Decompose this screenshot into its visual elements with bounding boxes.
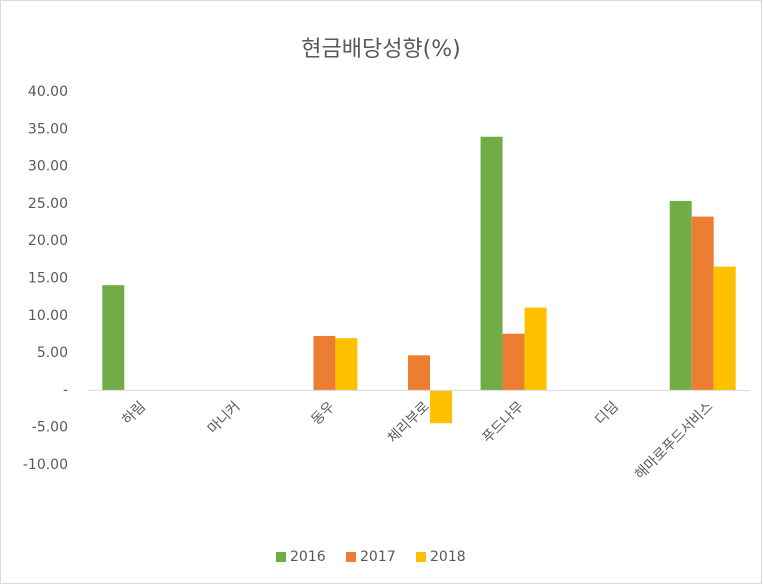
bar <box>335 338 358 391</box>
legend-swatch <box>276 552 286 562</box>
y-tick-label: 10.00 <box>28 308 68 324</box>
chart-title: 현금배당성향(%) <box>301 37 461 62</box>
bar <box>408 355 430 391</box>
legend-swatch <box>416 552 426 562</box>
legend-swatch <box>346 552 356 562</box>
y-tick-label: -10.00 <box>23 457 68 473</box>
y-tick-label: -5.00 <box>32 420 68 436</box>
y-tick-label: - <box>63 382 68 398</box>
bar <box>691 216 714 391</box>
legend-label: 2018 <box>430 549 466 565</box>
bar <box>524 307 547 391</box>
legend-label: 2017 <box>360 549 396 565</box>
y-tick-label: 5.00 <box>37 345 68 361</box>
y-tick-label: 20.00 <box>28 233 68 249</box>
legend-label: 2016 <box>290 549 326 565</box>
y-tick-label: 40.00 <box>28 84 68 100</box>
y-tick-label: 30.00 <box>28 159 68 175</box>
bar <box>480 136 503 391</box>
y-tick-label: 15.00 <box>28 271 68 287</box>
bar <box>102 285 125 391</box>
bar <box>713 266 736 391</box>
bar <box>430 390 452 424</box>
bar <box>502 333 525 391</box>
y-tick-label: 25.00 <box>28 196 68 212</box>
bar <box>313 335 336 391</box>
bar <box>669 200 692 391</box>
y-tick-label: 35.00 <box>28 121 68 137</box>
